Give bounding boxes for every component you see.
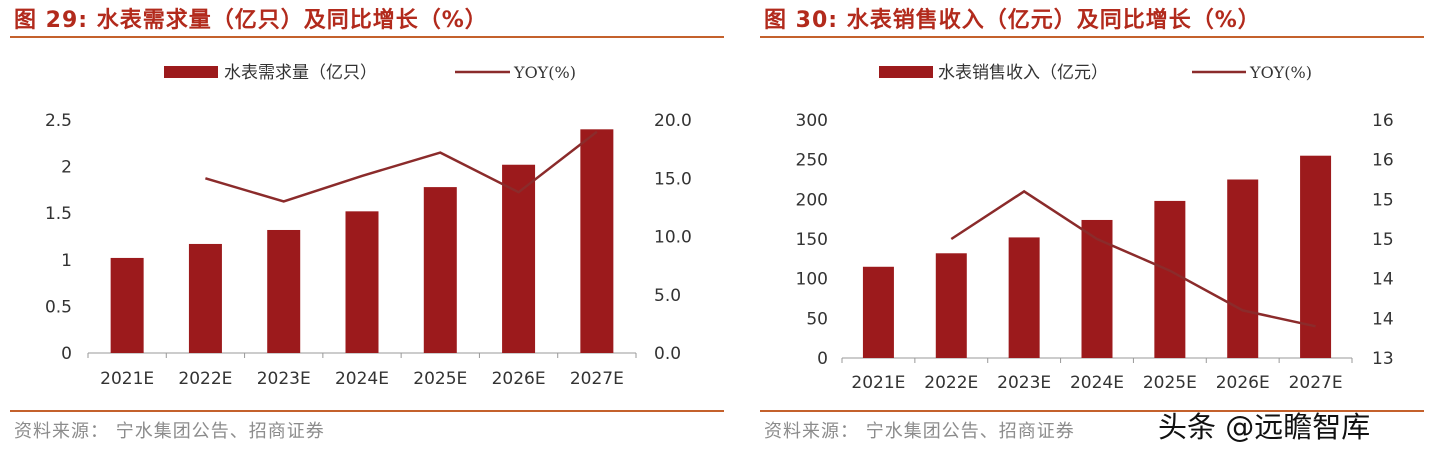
y-left-tick-label: 0 — [61, 344, 72, 364]
legend-line-label: YOY(%) — [1249, 63, 1312, 82]
bar-2025E — [1154, 200, 1186, 358]
y-right-tick-label: 20.0 — [654, 111, 692, 131]
x-tick-label: 2024E — [1070, 373, 1124, 393]
y-right-tick-label: 14 — [1372, 309, 1394, 329]
y-right-tick-label: 13 — [1372, 349, 1394, 369]
figure-29-chart: 水表需求量（亿只） YOY(%) 0 0.5 1 1.5 2 2.5 0.0 5.0 10.0 1… — [45, 63, 692, 389]
y-right-tick-label: 15.0 — [654, 169, 692, 189]
x-tick-label: 2025E — [413, 369, 467, 389]
legend-bar-label: 水表销售收入（亿元） — [938, 63, 1108, 83]
y-right-tick-label: 16 — [1372, 151, 1394, 171]
figure-29-legend: 水表需求量（亿只） YOY(%) — [164, 63, 576, 83]
y-left-tick-label: 0.5 — [45, 297, 72, 317]
y-right-tick-label: 15 — [1372, 190, 1394, 210]
x-tick-label: 2026E — [1216, 373, 1270, 393]
y-right-tick-label: 5.0 — [654, 286, 681, 306]
x-tick-label: 2023E — [997, 373, 1051, 393]
y-right-tick-label: 14 — [1372, 270, 1394, 290]
y-left-tick-label: 100 — [796, 270, 828, 290]
y-right-tick-label: 0.0 — [654, 344, 681, 364]
y-left-tick-label: 50 — [806, 309, 828, 329]
bar-2025E — [423, 187, 457, 353]
y-left-tick-label: 150 — [796, 230, 828, 250]
y-right-tick-label: 10.0 — [654, 228, 692, 248]
bar-2022E — [188, 243, 222, 353]
figure-29-bottom-rule — [10, 410, 724, 412]
y-left-tick-label: 0 — [817, 349, 828, 369]
bar-2024E — [345, 211, 379, 353]
y-right-tick-label: 16 — [1372, 111, 1394, 131]
x-tick-label: 2026E — [492, 369, 546, 389]
legend-bar-swatch — [879, 66, 933, 78]
figure-30-title: 图 30: 水表销售收入（亿元）及同比增长（%） — [764, 8, 1261, 33]
figure-29-title: 图 29: 水表需求量（亿只）及同比增长（%） — [14, 8, 488, 33]
yoy-line — [950, 189, 1316, 328]
y-right-tick-label: 15 — [1372, 230, 1394, 250]
y-left-tick-label: 2.5 — [45, 111, 72, 131]
bar-2027E — [580, 129, 614, 353]
figure-29-source: 资料来源： 宁水集团公告、招商证券 — [14, 421, 325, 442]
figure-30-legend: 水表销售收入（亿元） YOY(%) — [879, 63, 1312, 83]
x-tick-label: 2022E — [178, 369, 232, 389]
x-tick-label: 2023E — [257, 369, 311, 389]
figure-29-top-rule — [10, 36, 724, 38]
figure-30-chart: 水表销售收入（亿元） YOY(%) 0 50 100 150 200 250 300 13 14… — [796, 63, 1394, 393]
x-tick-label: 2021E — [851, 373, 905, 393]
bar-2023E — [267, 229, 301, 353]
bar-2026E — [502, 164, 536, 353]
figure-30-panel: 图 30: 水表销售收入（亿元）及同比增长（%） 水表销售收入（亿元） YOY(… — [758, 0, 1436, 455]
bar-2021E — [862, 266, 894, 358]
figure-29-panel: 图 29: 水表需求量（亿只）及同比增长（%） 水表需求量（亿只） YOY(%)… — [10, 8, 724, 442]
watermark-text: 头条 @远瞻智库 — [1158, 410, 1371, 444]
yoy-line — [205, 130, 598, 203]
y-left-tick-label: 2 — [61, 158, 72, 178]
legend-bar-swatch — [164, 66, 218, 78]
bar-2023E — [1008, 237, 1040, 358]
figure-30-top-rule — [760, 36, 1424, 38]
bar-2027E — [1300, 155, 1332, 358]
x-tick-label: 2027E — [1289, 373, 1343, 393]
y-left-tick-label: 250 — [796, 151, 828, 171]
figure-30-source: 资料来源： 宁水集团公告、招商证券 — [764, 421, 1075, 442]
legend-bar-label: 水表需求量（亿只） — [224, 63, 377, 83]
x-tick-label: 2027E — [570, 369, 624, 389]
y-left-tick-label: 300 — [796, 111, 828, 131]
y-left-tick-label: 1.5 — [45, 204, 72, 224]
x-tick-label: 2022E — [924, 373, 978, 393]
y-left-tick-label: 1 — [61, 251, 72, 271]
x-tick-label: 2025E — [1143, 373, 1197, 393]
bar-2024E — [1081, 219, 1113, 358]
bar-2022E — [935, 253, 967, 358]
y-left-tick-label: 200 — [796, 190, 828, 210]
bar-2021E — [110, 257, 144, 353]
x-tick-label: 2024E — [335, 369, 389, 389]
figure-30-bottom-rule — [760, 410, 1424, 412]
legend-line-label: YOY(%) — [513, 63, 576, 82]
x-tick-label: 2021E — [100, 369, 154, 389]
bar-2026E — [1227, 179, 1259, 358]
